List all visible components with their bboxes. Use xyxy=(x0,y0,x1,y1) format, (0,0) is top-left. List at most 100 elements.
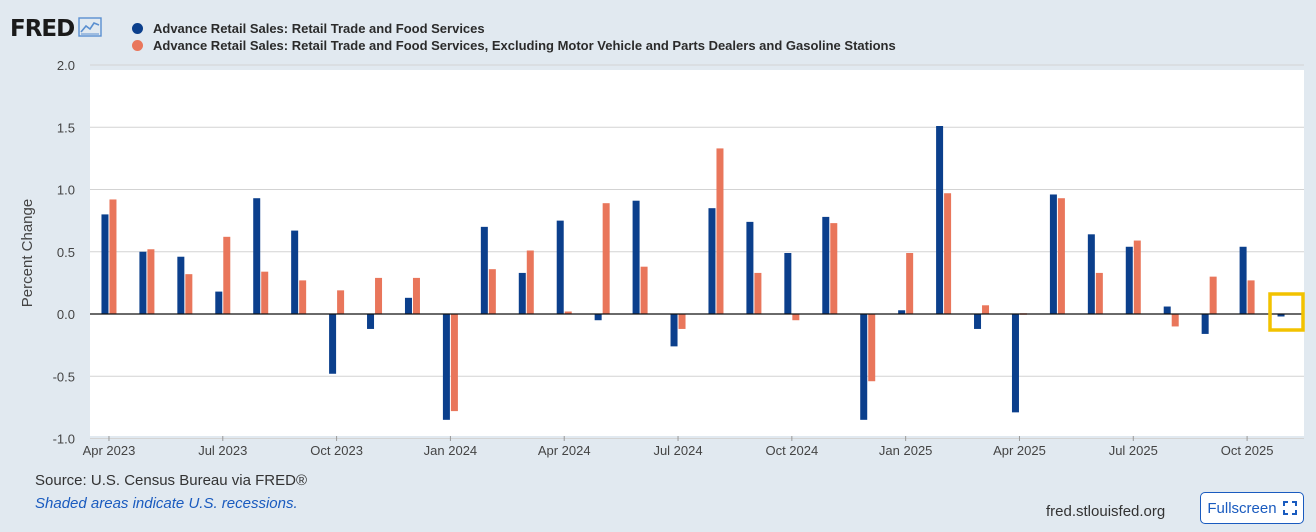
y-tick-label: 0.5 xyxy=(57,245,75,260)
bar-series-1-2023-08[interactable] xyxy=(253,198,261,314)
bar-series-2-2024-10[interactable] xyxy=(792,314,800,321)
y-tick-label: -1.0 xyxy=(53,432,75,447)
bar-series-2-2023-12[interactable] xyxy=(412,277,420,314)
line-chart-icon xyxy=(78,16,102,42)
bar-series-1-2023-05[interactable] xyxy=(139,251,147,314)
fullscreen-icon xyxy=(1282,501,1297,515)
bar-series-1-2024-08[interactable] xyxy=(708,208,716,314)
bar-series-1-2025-09[interactable] xyxy=(1201,314,1209,334)
bar-series-1-2024-03[interactable] xyxy=(518,272,526,314)
bar-series-2-2025-02[interactable] xyxy=(944,193,952,314)
bar-series-2-2023-04[interactable] xyxy=(109,199,117,314)
bar-series-2-2025-06[interactable] xyxy=(1095,272,1103,314)
legend-label-series-2: Advance Retail Sales: Retail Trade and F… xyxy=(153,38,896,53)
bar-series-1-2025-10[interactable] xyxy=(1239,246,1247,314)
bar-series-1-2024-10[interactable] xyxy=(784,252,792,314)
bar-series-2-2025-05[interactable] xyxy=(1057,198,1065,314)
bar-series-1-2023-12[interactable] xyxy=(404,297,412,314)
bar-series-1-2023-07[interactable] xyxy=(215,291,223,314)
bar-series-1-2024-11[interactable] xyxy=(822,216,830,314)
x-tick-label: Jul 2023 xyxy=(198,443,247,458)
legend-dot-series-1 xyxy=(132,23,143,34)
bar-series-1-2025-06[interactable] xyxy=(1087,234,1095,314)
bar-series-2-2024-01[interactable] xyxy=(450,314,458,412)
x-tick-label: Oct 2023 xyxy=(310,443,363,458)
x-tick-label: Apr 2023 xyxy=(83,443,136,458)
legend-dot-series-2 xyxy=(132,40,143,51)
bar-series-1-2023-09[interactable] xyxy=(291,230,299,314)
bar-series-2-2025-07[interactable] xyxy=(1133,240,1141,314)
bar-series-1-2023-04[interactable] xyxy=(101,214,109,314)
bar-series-2-2025-08[interactable] xyxy=(1171,314,1179,327)
y-tick-label: 1.0 xyxy=(57,183,75,198)
latest-observation-highlight[interactable] xyxy=(1268,292,1305,332)
bar-series-1-2024-05[interactable] xyxy=(594,314,602,321)
x-tick-label: Oct 2024 xyxy=(765,443,818,458)
x-tick-label: Apr 2025 xyxy=(993,443,1046,458)
bar-series-1-2024-12[interactable] xyxy=(860,314,868,420)
y-tick-label: -0.5 xyxy=(53,369,75,384)
bar-series-2-2024-05[interactable] xyxy=(602,203,610,314)
legend-item-series-1[interactable]: Advance Retail Sales: Retail Trade and F… xyxy=(132,20,896,37)
bar-series-1-2024-01[interactable] xyxy=(442,314,450,420)
bar-series-1-2023-06[interactable] xyxy=(177,256,185,314)
bar-series-2-2024-07[interactable] xyxy=(678,314,686,329)
x-tick-label: Jan 2024 xyxy=(424,443,478,458)
bar-series-2-2023-07[interactable] xyxy=(223,236,231,314)
bar-series-1-2025-11[interactable] xyxy=(1277,314,1285,317)
fullscreen-label: Fullscreen xyxy=(1207,499,1277,517)
plot-area xyxy=(90,70,1304,436)
source-note: Source: U.S. Census Bureau via FRED® xyxy=(35,472,307,489)
bar-series-1-2023-10[interactable] xyxy=(329,314,337,374)
bar-series-2-2023-10[interactable] xyxy=(337,290,345,314)
legend-item-series-2[interactable]: Advance Retail Sales: Retail Trade and F… xyxy=(132,37,896,54)
bar-series-1-2025-02[interactable] xyxy=(936,126,944,314)
bar-series-1-2025-05[interactable] xyxy=(1049,194,1057,314)
bar-series-2-2025-01[interactable] xyxy=(906,252,914,314)
fullscreen-button[interactable]: Fullscreen xyxy=(1200,492,1304,524)
bar-series-2-2024-11[interactable] xyxy=(830,223,838,314)
x-tick-label: Apr 2024 xyxy=(538,443,591,458)
bar-series-2-2024-04[interactable] xyxy=(564,311,572,314)
bar-series-2-2025-03[interactable] xyxy=(982,305,990,314)
bar-series-2-2023-06[interactable] xyxy=(185,274,193,314)
fred-logo[interactable]: FRED xyxy=(10,16,102,42)
bar-series-1-2024-07[interactable] xyxy=(670,314,678,347)
x-tick-label: Oct 2025 xyxy=(1221,443,1274,458)
site-url: fred.stlouisfed.org xyxy=(1046,503,1166,520)
bar-series-2-2024-06[interactable] xyxy=(640,266,648,314)
bar-series-2-2025-09[interactable] xyxy=(1209,276,1217,314)
bar-series-1-2024-04[interactable] xyxy=(556,220,564,314)
bar-series-2-2025-10[interactable] xyxy=(1247,280,1255,314)
bar-series-2-2024-12[interactable] xyxy=(868,314,876,382)
y-tick-label: 1.5 xyxy=(57,120,75,135)
bar-series-2-2023-08[interactable] xyxy=(261,271,269,314)
x-tick-label: Jul 2024 xyxy=(653,443,702,458)
bar-series-1-2025-01[interactable] xyxy=(898,310,906,314)
x-tick-label: Jan 2025 xyxy=(879,443,933,458)
bar-series-2-2024-02[interactable] xyxy=(488,269,496,314)
bar-series-1-2025-03[interactable] xyxy=(974,314,982,329)
x-tick-label: Jul 2025 xyxy=(1109,443,1158,458)
y-tick-label: 0.0 xyxy=(57,307,75,322)
bar-series-1-2023-11[interactable] xyxy=(367,314,375,329)
bar-series-2-2024-03[interactable] xyxy=(526,250,534,314)
legend-label-series-1: Advance Retail Sales: Retail Trade and F… xyxy=(153,21,485,36)
bar-series-1-2024-06[interactable] xyxy=(632,200,640,314)
recession-shading-note[interactable]: Shaded areas indicate U.S. recessions. xyxy=(35,495,298,512)
bar-series-2-2023-05[interactable] xyxy=(147,249,155,314)
bar-chart: 2.0 1.5 1.0 0.5 0.0 -0.5 -1.0 Apr 2023 Jul 2023… xyxy=(19,58,1305,458)
bar-series-1-2025-08[interactable] xyxy=(1163,306,1171,314)
fred-logo-text: FRED xyxy=(10,16,75,42)
bar-series-2-2023-09[interactable] xyxy=(299,280,307,314)
bar-series-1-2025-04[interactable] xyxy=(1011,314,1019,413)
bar-series-2-2023-11[interactable] xyxy=(375,277,383,314)
bar-series-1-2025-07[interactable] xyxy=(1125,246,1133,314)
chart-legend: Advance Retail Sales: Retail Trade and F… xyxy=(132,20,896,54)
bar-series-2-2024-09[interactable] xyxy=(754,272,762,314)
y-axis-label: Percent Change xyxy=(19,199,36,307)
bar-series-2-2024-08[interactable] xyxy=(716,148,724,314)
bar-series-1-2024-09[interactable] xyxy=(746,221,754,314)
bar-series-1-2024-02[interactable] xyxy=(480,226,488,314)
y-tick-label: 2.0 xyxy=(57,58,75,73)
